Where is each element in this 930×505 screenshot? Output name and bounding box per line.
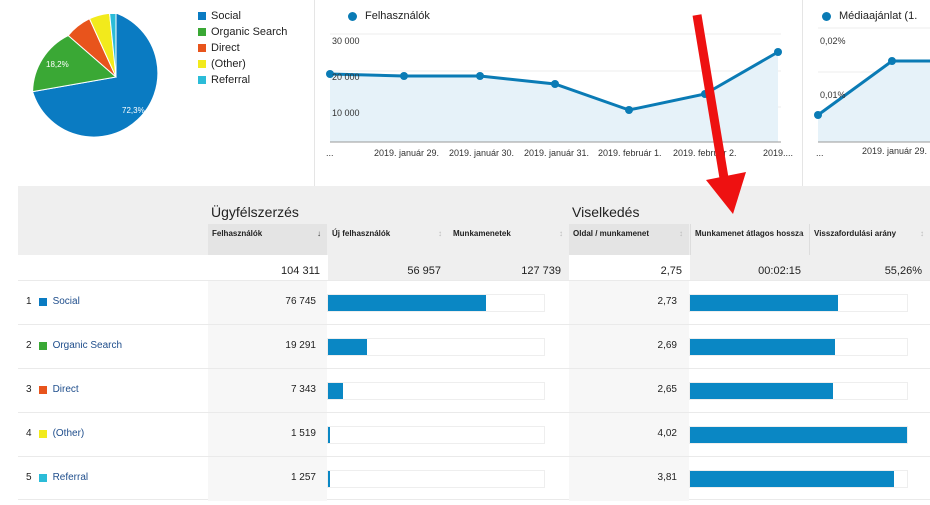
table-row: 1 Social 76 745 2,73: [18, 280, 930, 325]
users-bar: [328, 471, 331, 487]
total-sessions: 127 739: [449, 255, 569, 280]
x-label: ...: [326, 148, 334, 158]
series-dot-icon: [348, 11, 357, 21]
y-tick: 10 000: [332, 108, 360, 118]
x-label: 2019....: [763, 148, 794, 158]
traffic-table: Ügyfélszerzés Viselkedés Felhasználók ↓ Ú…: [18, 186, 930, 501]
series-dot-icon: [822, 11, 831, 21]
channel-link[interactable]: (Other): [52, 428, 85, 439]
x-label: 2019. január 31.: [524, 148, 590, 158]
pages-bar: [690, 295, 838, 311]
x-label: 2019. január 30.: [449, 148, 515, 158]
col-header-users[interactable]: Felhasználók ↓: [208, 224, 327, 255]
total-avg-duration: 00:02:15: [690, 255, 809, 280]
group-behavior: Viselkedés: [572, 204, 640, 220]
table-row: 2 Organic Search 19 291 2,69: [18, 324, 930, 369]
col-header-pages-per-session[interactable]: Oldal / munkamenet ↕: [569, 224, 689, 255]
pages-bar: [690, 427, 907, 443]
sort-icon[interactable]: ↕: [798, 229, 802, 238]
legend-swatch-icon: [198, 28, 206, 36]
pages-bar: [690, 383, 834, 399]
channel-swatch-icon: [38, 473, 47, 482]
users-bar: [328, 295, 486, 311]
channel-swatch-icon: [38, 297, 47, 306]
y-tick: 0,01%: [820, 90, 846, 100]
y-tick: 30 000: [332, 36, 360, 46]
pie-label-organic: 18,2%: [46, 60, 69, 69]
pie-chart[interactable]: [32, 14, 192, 154]
group-acquisition: Ügyfélszerzés: [211, 204, 299, 220]
total-users: 104 311: [208, 255, 328, 280]
users-bar: [328, 339, 367, 355]
x-label: 2019. január 29.: [862, 146, 928, 156]
pie-label-social: 72,3%: [122, 106, 145, 115]
sort-icon[interactable]: ↕: [559, 229, 563, 238]
channel-link[interactable]: Direct: [52, 384, 79, 395]
users-bar: [328, 427, 331, 443]
x-label: ...: [816, 148, 824, 158]
sort-icon[interactable]: ↕: [920, 229, 924, 238]
legend-item-direct[interactable]: Direct: [198, 40, 287, 56]
channel-link[interactable]: Referral: [52, 472, 89, 483]
legend-item-organic-search[interactable]: Organic Search: [198, 24, 287, 40]
totals-row: 104 311 56 957 127 739 2,75 00:02:15 55,…: [18, 255, 930, 280]
x-label: 2019. január 29.: [374, 148, 440, 158]
legend-item-social[interactable]: Social: [198, 8, 287, 24]
col-header-avg-duration[interactable]: Munkamenet átlagos hossza ↕: [690, 224, 808, 255]
pages-bar: [690, 339, 836, 355]
col-header-new-users[interactable]: Új felhasználók ↕: [332, 229, 442, 238]
channel-swatch-icon: [38, 385, 47, 394]
media-line-chart[interactable]: [804, 0, 930, 186]
pie-chart-card: 72,3% 18,2% Social Organic Search Direct…: [18, 0, 315, 186]
media-chart-legend[interactable]: Médiaajánlat (1.: [822, 10, 917, 22]
total-new-users: 56 957: [328, 255, 449, 280]
y-tick: 20 000: [332, 72, 360, 82]
legend-item-referral[interactable]: Referral: [198, 72, 287, 88]
table-row: 5 Referral 1 257 3,81: [18, 456, 930, 501]
total-pages-per-session: 2,75: [569, 255, 690, 280]
table-row: 4 (Other) 1 519 4,02: [18, 412, 930, 457]
legend-swatch-icon: [198, 12, 206, 20]
y-tick: 0,02%: [820, 36, 846, 46]
col-header-bounce-rate[interactable]: Visszafordulási arány ↕: [809, 224, 930, 255]
legend-swatch-icon: [198, 44, 206, 52]
legend-swatch-icon: [198, 76, 206, 84]
pie-legend: Social Organic Search Direct (Other) Ref…: [198, 8, 287, 88]
channel-swatch-icon: [38, 429, 47, 438]
sort-icon[interactable]: ↕: [679, 229, 683, 238]
col-header-sessions[interactable]: Munkamenetek ↕: [453, 229, 563, 238]
sort-icon[interactable]: ↕: [438, 229, 442, 238]
legend-item-other[interactable]: (Other): [198, 56, 287, 72]
pages-bar: [690, 471, 894, 487]
media-line-chart-card: Médiaajánlat (1. 0,02% 0,01% ... 2019. j…: [804, 0, 930, 186]
users-chart-legend[interactable]: Felhasználók: [348, 10, 430, 22]
x-label: 2019. február 2.: [673, 148, 737, 158]
users-bar: [328, 383, 344, 399]
legend-swatch-icon: [198, 60, 206, 68]
x-label: 2019. február 1.: [598, 148, 662, 158]
total-bounce-rate: 55,26%: [809, 255, 930, 280]
channel-swatch-icon: [38, 341, 47, 350]
table-row: 3 Direct 7 343 2,65: [18, 368, 930, 413]
table-header: Ügyfélszerzés Viselkedés Felhasználók ↓ Ú…: [18, 186, 930, 255]
channel-link[interactable]: Organic Search: [52, 340, 123, 351]
channel-link[interactable]: Social: [52, 296, 80, 307]
sort-desc-icon[interactable]: ↓: [317, 229, 321, 238]
